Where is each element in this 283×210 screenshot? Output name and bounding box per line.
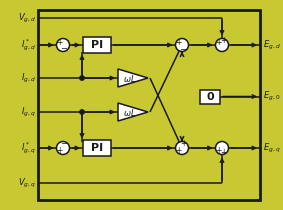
Bar [83,140,111,156]
Bar [83,37,111,53]
Text: +: + [220,36,226,45]
Circle shape [80,110,84,114]
Text: +: + [175,38,181,47]
Text: $V_{g,q}$: $V_{g,q}$ [18,176,36,190]
Text: +: + [220,148,226,157]
Text: −: − [179,45,186,54]
Text: PI: PI [91,40,103,50]
Text: +: + [56,38,62,47]
Text: $I_{g,q}^*$: $I_{g,q}^*$ [21,140,36,156]
Text: $I_{g,q}$: $I_{g,q}$ [21,105,36,119]
Text: $I_{g,d}^*$: $I_{g,d}^*$ [21,37,36,53]
Circle shape [80,76,84,80]
Text: +: + [215,38,221,47]
Text: +: + [180,139,186,148]
Text: PI: PI [91,143,103,153]
Text: $I_{g,d}$: $I_{g,d}$ [21,71,36,85]
Text: −: − [61,45,68,54]
Circle shape [57,38,70,51]
Text: $\omega L$: $\omega L$ [123,106,136,118]
Circle shape [175,142,188,155]
Text: −: − [61,139,68,148]
Text: +: + [175,146,181,155]
Circle shape [57,142,70,155]
Text: +: + [56,146,62,155]
Text: +: + [215,146,221,155]
Text: 0: 0 [206,92,214,101]
Bar [200,89,220,104]
Polygon shape [118,103,148,121]
Text: $\omega L$: $\omega L$ [123,72,136,84]
Circle shape [215,38,228,51]
Circle shape [215,142,228,155]
Text: $V_{g,d}$: $V_{g,d}$ [18,12,36,25]
Circle shape [175,38,188,51]
Text: $E_{g,d}$: $E_{g,d}$ [263,38,281,51]
Polygon shape [118,69,148,87]
Text: $E_{g,0}$: $E_{g,0}$ [263,90,280,103]
Text: $E_{g,q}$: $E_{g,q}$ [263,142,280,155]
Bar [38,10,260,200]
